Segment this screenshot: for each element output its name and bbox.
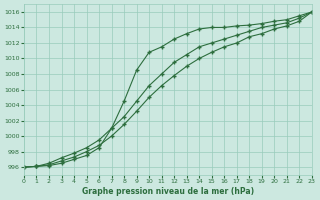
X-axis label: Graphe pression niveau de la mer (hPa): Graphe pression niveau de la mer (hPa): [82, 187, 254, 196]
